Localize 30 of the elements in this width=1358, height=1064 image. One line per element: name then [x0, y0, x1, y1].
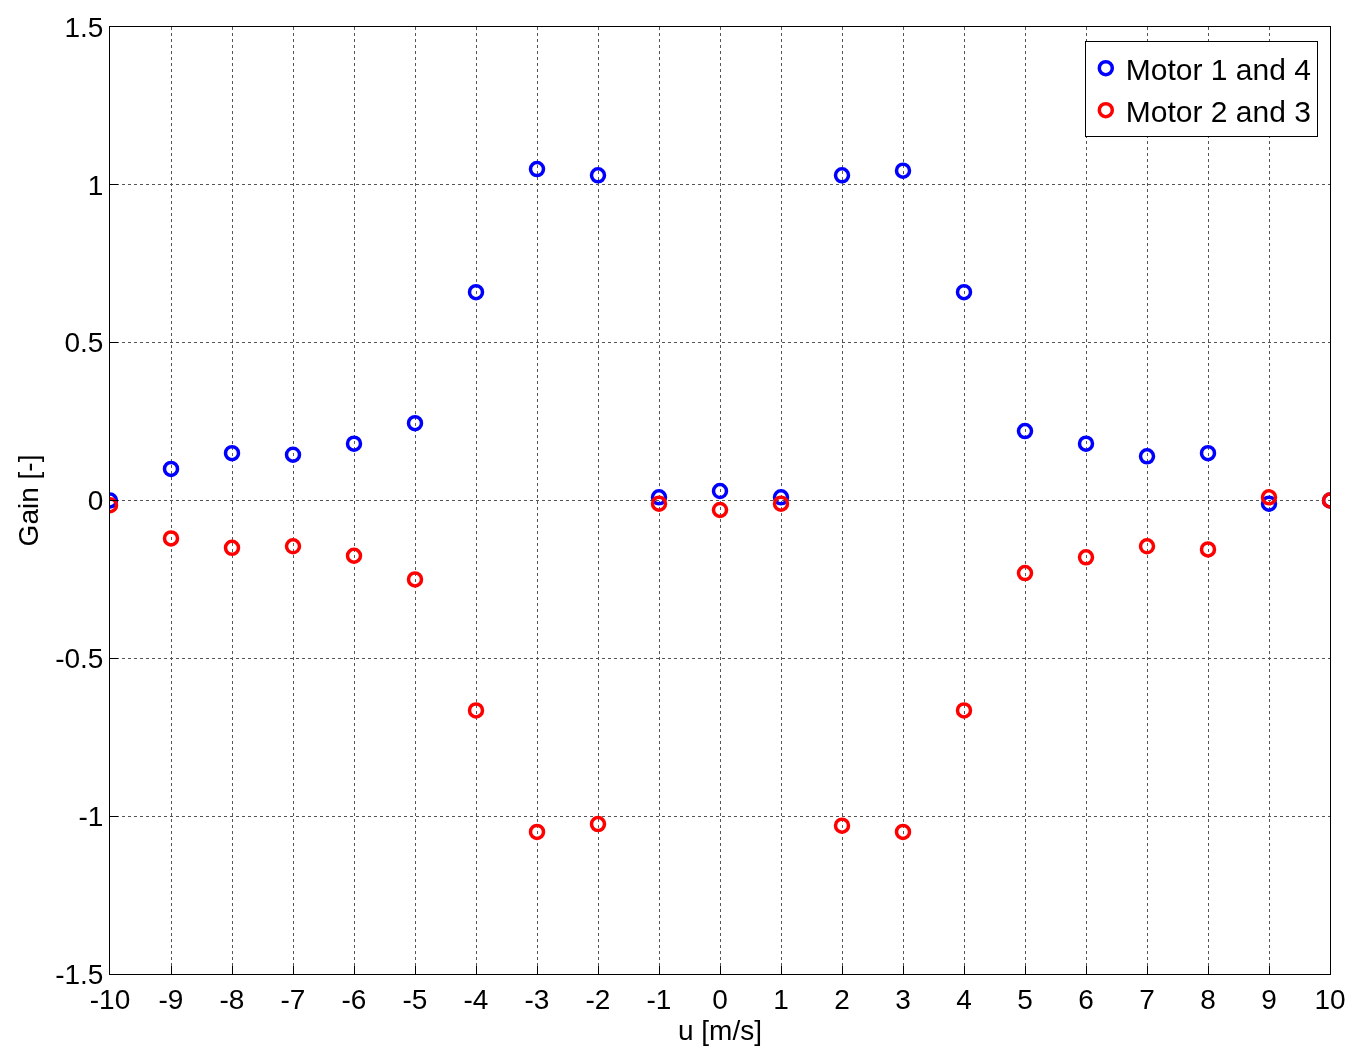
x-tick-label: 4 — [956, 983, 972, 1015]
x-tick-label: 9 — [1261, 983, 1277, 1015]
x-tick-label: -7 — [280, 983, 306, 1015]
x-tick-label: 2 — [834, 983, 850, 1015]
y-tick-label: -1 — [78, 800, 104, 832]
x-tick-label: -3 — [524, 983, 550, 1015]
x-tick-label: 1 — [773, 983, 789, 1015]
y-tick-label: 1.5 — [64, 11, 104, 43]
x-tick-label: -2 — [585, 983, 611, 1015]
x-tick-label: 0 — [712, 983, 728, 1015]
x-tick-label: 8 — [1200, 983, 1216, 1015]
x-tick-label: 10 — [1314, 983, 1346, 1015]
y-tick-label: 0.5 — [64, 327, 104, 359]
legend-label: Motor 2 and 3 — [1125, 94, 1311, 128]
y-tick-label: -0.5 — [55, 643, 104, 675]
x-tick-label: 5 — [1017, 983, 1033, 1015]
x-tick-label: 7 — [1139, 983, 1155, 1015]
y-axis-title: Gain [-] — [12, 454, 44, 547]
legend-label: Motor 1 and 4 — [1125, 52, 1311, 86]
x-tick-label: -4 — [463, 983, 489, 1015]
x-tick-label: 6 — [1078, 983, 1094, 1015]
x-tick-label: -1 — [646, 983, 672, 1015]
y-tick-label: 0 — [87, 485, 104, 517]
x-tick-label: -6 — [341, 983, 367, 1015]
x-axis-title: u [m/s] — [677, 1014, 763, 1046]
x-tick-label: -8 — [219, 983, 245, 1015]
x-tick-label: -9 — [158, 983, 184, 1015]
x-tick-label: 3 — [895, 983, 911, 1015]
y-tick-label: 1 — [87, 169, 104, 201]
x-tick-label: -5 — [402, 983, 428, 1015]
